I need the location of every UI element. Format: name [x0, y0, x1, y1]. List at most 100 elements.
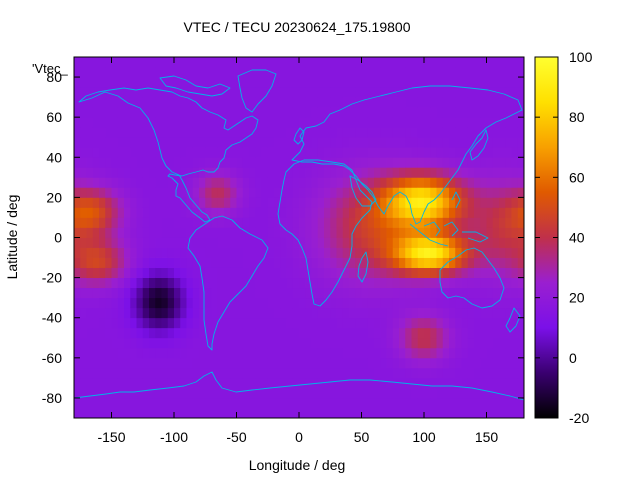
heatmap-cell: [511, 177, 519, 188]
heatmap-cell: [374, 397, 381, 409]
heatmap-cell: [480, 377, 487, 389]
heatmap-cell: [299, 227, 306, 238]
heatmap-cell: [367, 227, 375, 238]
heatmap-cell: [367, 347, 375, 359]
heatmap-cell: [342, 407, 350, 418]
heatmap-cell: [99, 367, 106, 379]
heatmap-cell: [130, 267, 137, 279]
heatmap-cell: [236, 107, 244, 118]
heatmap-cell: [130, 387, 137, 399]
heatmap-cell: [86, 167, 94, 178]
heatmap-cell: [505, 337, 512, 349]
heatmap-cell: [424, 287, 431, 299]
heatmap-cell: [330, 357, 337, 369]
heatmap-cell: [130, 337, 137, 349]
coast-arctic-islands: [159, 75, 231, 97]
heatmap-cell: [224, 67, 231, 78]
heatmap-cell: [361, 397, 369, 409]
heatmap-cell: [386, 397, 394, 409]
heatmap-cell: [492, 237, 500, 248]
heatmap-cell: [130, 107, 137, 118]
heatmap-cell: [99, 357, 106, 369]
heatmap-cell: [180, 127, 187, 138]
heatmap-cell: [361, 97, 369, 108]
heatmap-cell: [411, 217, 419, 228]
heatmap-cell: [92, 237, 100, 248]
heatmap-cell: [517, 337, 524, 349]
heatmap-cell: [505, 327, 512, 339]
heatmap-cell: [492, 197, 500, 208]
heatmap-cell: [367, 217, 375, 228]
heatmap-cell: [255, 227, 262, 238]
heatmap-cell: [480, 297, 487, 309]
heatmap-cell: [230, 237, 237, 248]
heatmap-cell: [230, 97, 237, 108]
heatmap-cell: [192, 347, 200, 359]
heatmap-cell: [461, 287, 469, 299]
heatmap-cell: [130, 187, 137, 198]
heatmap-cell: [167, 67, 175, 78]
heatmap-cell: [361, 377, 369, 389]
heatmap-cell: [392, 307, 400, 319]
heatmap-cell: [367, 197, 375, 208]
heatmap-cell: [342, 197, 350, 208]
heatmap-cell: [380, 57, 387, 68]
heatmap-cell: [130, 277, 137, 289]
coast-japan: [469, 129, 489, 161]
heatmap-cell: [249, 167, 256, 178]
heatmap-cell: [199, 237, 206, 248]
heatmap-cell: [180, 297, 187, 309]
heatmap-cell: [367, 147, 375, 158]
heatmap-cell: [442, 367, 450, 379]
heatmap-cell: [367, 407, 375, 418]
heatmap-cell: [399, 197, 406, 208]
heatmap-cell: [174, 337, 181, 349]
heatmap-cell: [299, 317, 306, 329]
heatmap-cell: [111, 257, 119, 268]
heatmap-cell: [361, 307, 369, 319]
heatmap-cell: [311, 237, 319, 248]
heatmap-cell: [192, 367, 200, 379]
heatmap-cell: [455, 77, 462, 88]
heatmap-cell: [305, 247, 312, 258]
heatmap-cell: [205, 67, 212, 78]
heatmap-cell: [324, 147, 331, 158]
heatmap-cell: [342, 147, 350, 158]
heatmap-cell: [117, 147, 125, 158]
heatmap-cell: [449, 287, 456, 299]
heatmap-cell: [317, 187, 325, 198]
x-tick-label: 100: [412, 429, 436, 445]
heatmap-cell: [392, 207, 400, 218]
heatmap-cell: [480, 137, 487, 148]
heatmap-cell: [392, 127, 400, 138]
heatmap-cell: [255, 277, 262, 289]
heatmap-cell: [230, 227, 237, 238]
heatmap-cell: [174, 227, 181, 238]
heatmap-cell: [467, 167, 475, 178]
heatmap-cell: [299, 117, 306, 128]
heatmap-cell: [211, 137, 219, 148]
heatmap-cell: [392, 267, 400, 279]
heatmap-cell: [255, 297, 262, 309]
heatmap-cell: [461, 187, 469, 198]
heatmap-cell: [186, 117, 194, 128]
heatmap-cell: [449, 357, 456, 369]
heatmap-cell: [330, 247, 337, 258]
heatmap-cell: [386, 117, 394, 128]
heatmap-cell: [155, 77, 162, 88]
heatmap-cell: [505, 197, 512, 208]
heatmap-cell: [161, 157, 169, 168]
heatmap-cell: [286, 307, 294, 319]
heatmap-cell: [386, 337, 394, 349]
heatmap-cell: [449, 157, 456, 168]
heatmap-cell: [374, 317, 381, 329]
heatmap-cell: [486, 237, 494, 248]
heatmap-cell: [249, 377, 256, 389]
heatmap-cell: [467, 147, 475, 158]
heatmap-cell: [305, 237, 312, 248]
heatmap-cell: [380, 367, 387, 379]
heatmap-cell: [367, 67, 375, 78]
heatmap-cell: [124, 367, 131, 379]
heatmap-cell: [374, 347, 381, 359]
heatmap-cell: [336, 367, 344, 379]
